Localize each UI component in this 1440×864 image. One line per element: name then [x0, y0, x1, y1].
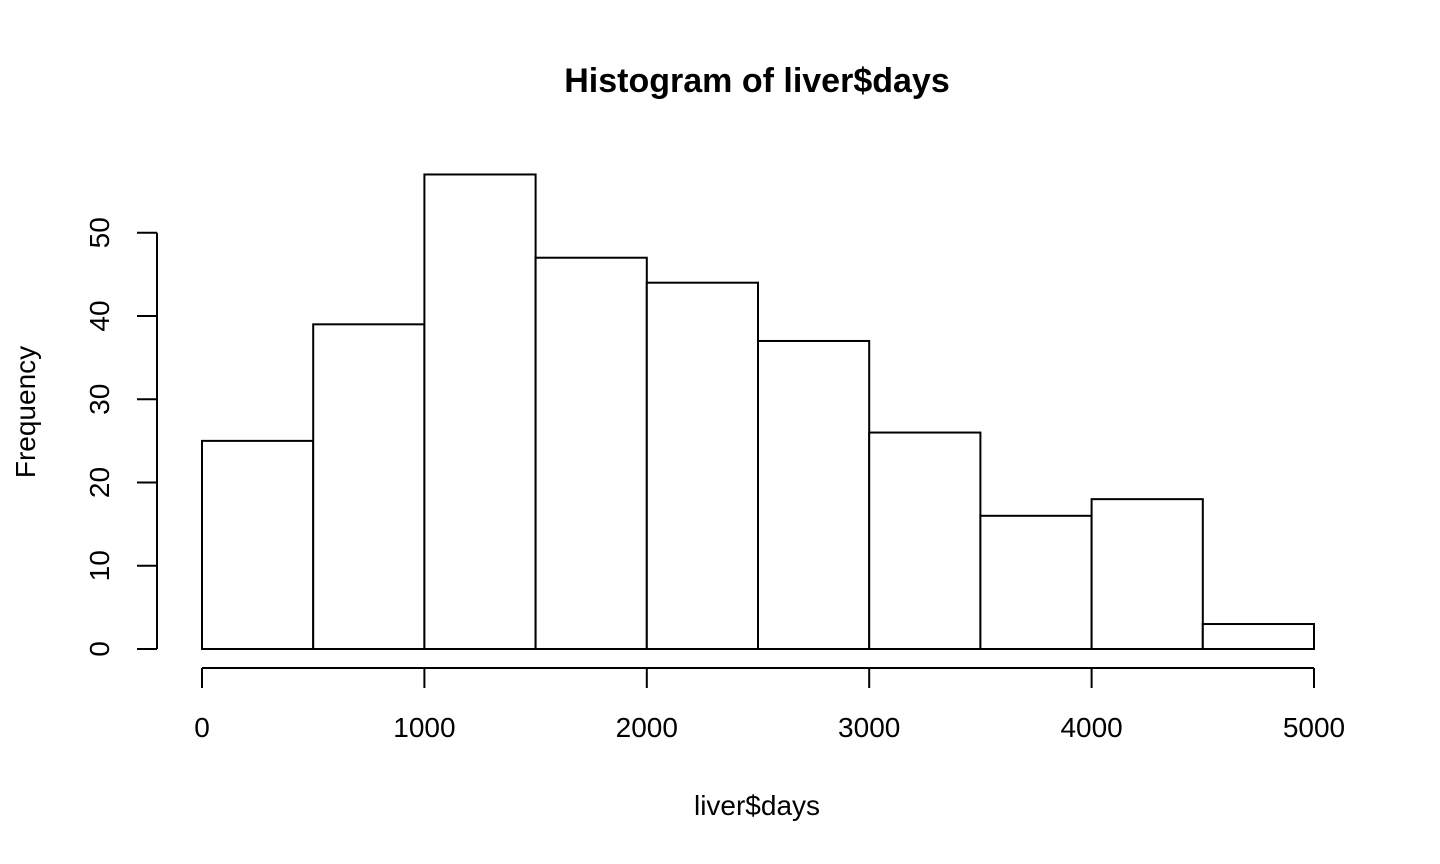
- y-tick-label-2: 20: [84, 467, 115, 498]
- histogram-bar-4: [645, 281, 759, 650]
- x-axis-label: liver$days: [694, 790, 820, 821]
- histogram-bar-3: [534, 256, 648, 650]
- x-axis: 0 1000 2000 3000 4000 5000: [194, 667, 1345, 743]
- y-tick-label-3: 30: [84, 384, 115, 415]
- histogram-bar-6: [868, 431, 982, 650]
- x-tick-label-2: 2000: [616, 712, 678, 743]
- histogram-bar-0: [201, 439, 315, 650]
- histogram-bar-9: [1201, 623, 1316, 651]
- histogram-bar-7: [979, 514, 1093, 650]
- x-tick-label-4: 4000: [1060, 712, 1122, 743]
- histogram-bar-1: [312, 323, 426, 650]
- y-tick-label-4: 40: [84, 300, 115, 331]
- x-tick-label-0: 0: [194, 712, 210, 743]
- x-tick-label-1: 1000: [393, 712, 455, 743]
- histogram-bar-2: [423, 173, 537, 650]
- y-tick-label-5: 50: [84, 217, 115, 248]
- chart-title: Histogram of liver$days: [564, 62, 949, 100]
- histogram-bar-5: [757, 339, 871, 650]
- y-axis: 0 10 20 30 40 50: [84, 217, 158, 657]
- y-tick-label-1: 10: [84, 550, 115, 581]
- histogram-bar-8: [1090, 498, 1204, 650]
- bars-group: [201, 173, 1316, 651]
- x-tick-label-3: 3000: [838, 712, 900, 743]
- x-tick-label-5: 5000: [1283, 712, 1345, 743]
- y-tick-label-0: 0: [84, 641, 115, 657]
- y-axis-label: Frequency: [10, 346, 41, 478]
